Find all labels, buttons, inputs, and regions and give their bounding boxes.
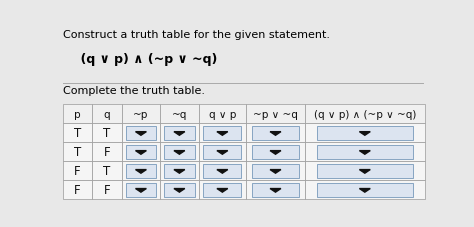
Bar: [203, 126, 241, 140]
Text: ~p: ~p: [133, 109, 149, 119]
Text: q: q: [104, 109, 110, 119]
Bar: [305, 180, 425, 199]
Bar: [122, 124, 160, 143]
Text: Construct a truth table for the given statement.: Construct a truth table for the given st…: [63, 30, 330, 40]
Bar: [126, 146, 156, 159]
Text: ~q: ~q: [172, 109, 187, 119]
Polygon shape: [217, 170, 228, 173]
Bar: [92, 180, 122, 199]
Bar: [164, 126, 195, 140]
Bar: [246, 143, 305, 162]
Bar: [92, 124, 122, 143]
Bar: [122, 143, 160, 162]
Bar: [63, 180, 92, 199]
Text: F: F: [74, 165, 81, 178]
Bar: [122, 162, 160, 180]
Bar: [252, 146, 299, 159]
Bar: [305, 143, 425, 162]
Bar: [63, 105, 92, 124]
Polygon shape: [270, 151, 281, 155]
Polygon shape: [217, 151, 228, 155]
Bar: [126, 183, 156, 197]
Bar: [164, 183, 195, 197]
Bar: [164, 164, 195, 178]
Text: F: F: [74, 183, 81, 196]
Bar: [203, 183, 241, 197]
Bar: [160, 105, 199, 124]
Bar: [160, 162, 199, 180]
Polygon shape: [359, 189, 370, 192]
Bar: [305, 162, 425, 180]
Polygon shape: [359, 170, 370, 173]
Bar: [246, 180, 305, 199]
Text: T: T: [103, 127, 110, 140]
Text: (q ∨ p) ∧ (~p ∨ ~q): (q ∨ p) ∧ (~p ∨ ~q): [63, 53, 217, 66]
Polygon shape: [136, 151, 146, 155]
Text: T: T: [74, 146, 81, 159]
Bar: [126, 126, 156, 140]
Bar: [317, 164, 413, 178]
Bar: [252, 126, 299, 140]
Bar: [160, 124, 199, 143]
Text: q ∨ p: q ∨ p: [209, 109, 236, 119]
Bar: [122, 105, 160, 124]
Polygon shape: [136, 132, 146, 136]
Bar: [305, 105, 425, 124]
Bar: [160, 180, 199, 199]
Bar: [203, 164, 241, 178]
Bar: [246, 105, 305, 124]
Polygon shape: [359, 132, 370, 136]
Bar: [203, 146, 241, 159]
Text: T: T: [103, 165, 110, 178]
Bar: [317, 183, 413, 197]
Bar: [199, 105, 246, 124]
Text: ~p ∨ ~q: ~p ∨ ~q: [253, 109, 298, 119]
Bar: [199, 124, 246, 143]
Bar: [317, 146, 413, 159]
Polygon shape: [174, 170, 185, 173]
Text: F: F: [104, 183, 110, 196]
Text: Complete the truth table.: Complete the truth table.: [63, 86, 205, 96]
Bar: [92, 105, 122, 124]
Polygon shape: [136, 189, 146, 192]
Text: p: p: [74, 109, 81, 119]
Polygon shape: [217, 132, 228, 136]
Polygon shape: [217, 189, 228, 192]
Text: T: T: [74, 127, 81, 140]
Polygon shape: [270, 189, 281, 192]
Bar: [199, 143, 246, 162]
Bar: [305, 124, 425, 143]
Bar: [92, 162, 122, 180]
Polygon shape: [270, 132, 281, 136]
Text: (q ∨ p) ∧ (~p ∨ ~q): (q ∨ p) ∧ (~p ∨ ~q): [314, 109, 416, 119]
Bar: [252, 183, 299, 197]
Bar: [252, 164, 299, 178]
Bar: [63, 162, 92, 180]
Bar: [63, 143, 92, 162]
Text: F: F: [104, 146, 110, 159]
Polygon shape: [174, 151, 185, 155]
Bar: [160, 143, 199, 162]
Bar: [246, 124, 305, 143]
Polygon shape: [359, 151, 370, 155]
Polygon shape: [174, 132, 185, 136]
Bar: [199, 162, 246, 180]
Bar: [317, 126, 413, 140]
Bar: [199, 180, 246, 199]
Polygon shape: [136, 170, 146, 173]
Bar: [63, 124, 92, 143]
Bar: [246, 162, 305, 180]
Bar: [122, 180, 160, 199]
Polygon shape: [270, 170, 281, 173]
Bar: [164, 146, 195, 159]
Bar: [92, 143, 122, 162]
Bar: [126, 164, 156, 178]
Polygon shape: [174, 189, 185, 192]
